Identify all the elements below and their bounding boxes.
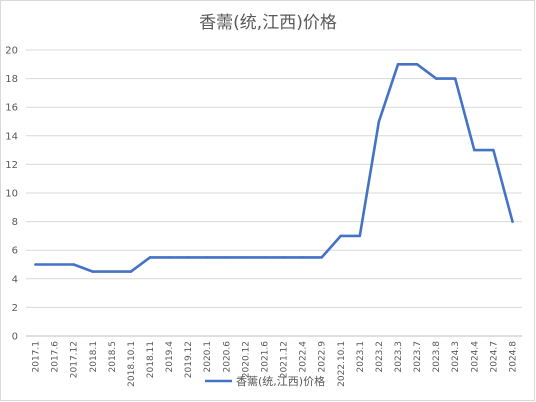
y-tick-label: 14 [5,131,18,142]
x-tick-label: 2023.1 [356,341,366,373]
data-point [167,256,171,259]
data-point [206,256,209,259]
data-point [129,270,133,273]
legend-label: 香薷(统,江西)价格 [236,374,325,388]
x-tick-label: 2023.7 [413,341,423,373]
data-point [148,256,152,259]
x-tick-label: 2020.1 [203,341,213,373]
data-point [225,256,228,259]
data-point [186,256,190,259]
x-tick-label: 2020.6 [222,341,232,373]
data-point [454,77,457,80]
data-point [396,63,400,66]
data-point [339,234,342,238]
data-point [263,256,266,259]
series-layer [34,63,514,273]
y-tick-label: 8 [12,217,18,228]
x-tick-label: 2021.6 [260,341,270,373]
y-axis-ticks: 0 2 4 6 8 10 12 14 16 18 20 [5,46,18,343]
data-point [415,63,419,66]
y-tick-label: 10 [5,189,18,200]
data-point [91,270,94,273]
x-tick-label: 2017.6 [51,341,61,373]
y-tick-label: 12 [5,160,18,171]
y-tick-label: 6 [12,246,18,257]
x-tick-label: 2024.3 [451,341,461,373]
x-tick-label: 2022.9 [318,341,328,373]
data-point [377,120,381,123]
data-point [320,256,323,259]
data-point [282,256,285,259]
data-point [53,263,56,266]
series-line [34,63,514,273]
data-point [473,148,476,152]
y-tick-label: 20 [5,46,18,57]
data-point [110,270,114,273]
data-point [358,234,362,238]
x-tick-label: 2018.1 [89,341,99,373]
x-tick-label: 2023.2 [375,341,385,373]
data-point [511,220,514,223]
y-tick-label: 4 [12,274,18,285]
legend: 香薷(统,江西)价格 [205,374,325,388]
x-tick-label: 2022.4 [299,341,309,373]
x-tick-label: 2019.12 [184,341,194,378]
y-tick-label: 18 [5,74,18,85]
x-tick-label: 2023.3 [394,341,404,373]
data-point [492,148,495,152]
x-tick-label: 2023.8 [432,341,442,373]
data-point [34,263,37,266]
y-tick-label: 16 [5,103,18,114]
chart-title: 香薷(统,江西)价格 [199,13,337,33]
x-tick-label: 2018.10.1 [127,341,137,387]
x-tick-label: 2022.10.1 [337,341,347,387]
x-tick-label: 2018.5 [108,341,118,373]
data-point [72,263,75,266]
x-tick-label: 2024.4 [470,341,480,373]
x-tick-label: 2017.12 [70,341,80,378]
x-tick-label: 2018.11 [146,341,156,378]
x-tick-label: 2024.7 [489,341,499,373]
x-tick-label: 2017.1 [32,341,42,373]
x-tick-label: 2019.4 [165,341,175,373]
data-point [244,256,247,259]
x-axis-ticks: 2017.1 2017.6 2017.12 2018.1 2018.5 2018.10.1… [32,341,519,387]
x-tick-label: 2020.12 [241,341,251,378]
x-tick-label: 2024.8 [508,341,518,373]
data-point [301,256,304,259]
y-tick-label: 0 [12,332,18,343]
x-tick-label: 2021.12 [280,341,290,378]
data-point [434,77,438,80]
y-tick-label: 2 [12,303,18,314]
